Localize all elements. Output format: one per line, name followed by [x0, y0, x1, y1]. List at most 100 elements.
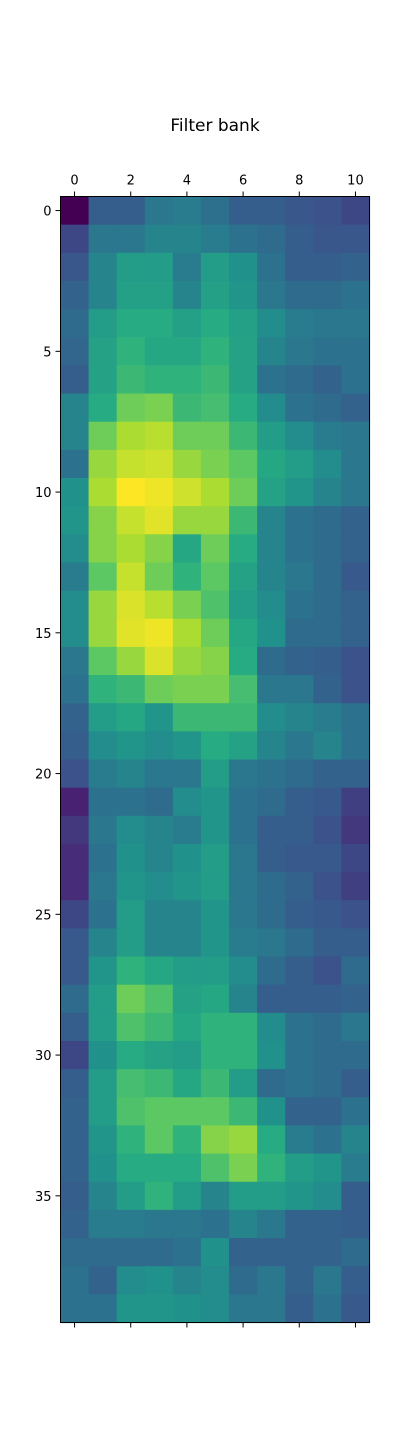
heatmap-cell-r5-c0	[60, 337, 90, 366]
heatmap-cell-r19-c6	[229, 731, 258, 761]
heatmap-cell-r25-c0	[60, 900, 90, 929]
heatmap-cell-r30-c0	[60, 1041, 90, 1070]
heatmap-cell-r11-c6	[229, 506, 258, 535]
heatmap-cell-r2-c1	[88, 252, 118, 282]
heatmap-cell-r30-c5	[200, 1041, 230, 1070]
heatmap-cell-r24-c10	[341, 872, 371, 901]
heatmap-cell-r31-c5	[200, 1069, 230, 1098]
heatmap-cell-r32-c5	[200, 1097, 230, 1127]
heatmap-cell-r24-c8	[285, 872, 314, 901]
heatmap-cell-r27-c7	[257, 956, 286, 986]
heatmap-cell-r2-c6	[229, 252, 258, 282]
heatmap-cell-r15-c7	[257, 618, 286, 648]
heatmap-cell-r8-c4	[172, 421, 202, 451]
heatmap-cell-r24-c1	[88, 872, 118, 901]
heatmap-cell-r4-c5	[200, 309, 230, 338]
heatmap-cell-r0-c6	[229, 196, 258, 226]
heatmap-cell-r2-c4	[172, 252, 202, 282]
heatmap-cell-r18-c9	[313, 703, 343, 732]
heatmap-cell-r3-c8	[285, 280, 314, 310]
heatmap-cell-r8-c2	[116, 421, 146, 451]
heatmap-cell-r24-c3	[144, 872, 174, 901]
heatmap-cell-r36-c0	[60, 1209, 90, 1239]
heatmap-cell-r22-c8	[285, 815, 314, 845]
heatmap-cell-r39-c6	[229, 1294, 258, 1324]
heatmap-cell-r27-c0	[60, 956, 90, 986]
heatmap-cell-r10-c8	[285, 478, 314, 507]
heatmap-cell-r14-c1	[88, 590, 118, 620]
heatmap-cell-r7-c7	[257, 393, 286, 423]
heatmap-cell-r3-c0	[60, 280, 90, 310]
heatmap-cell-r13-c6	[229, 562, 258, 592]
heatmap-cell-r18-c2	[116, 703, 146, 732]
heatmap-cell-r33-c9	[313, 1125, 343, 1155]
heatmap-cell-r0-c0	[60, 196, 90, 226]
heatmap-cell-r32-c3	[144, 1097, 174, 1127]
heatmap-cell-r23-c0	[60, 843, 90, 873]
heatmap-cell-r5-c5	[200, 337, 230, 366]
heatmap-cell-r16-c5	[200, 646, 230, 676]
heatmap-cell-r2-c2	[116, 252, 146, 282]
heatmap-cell-r36-c7	[257, 1209, 286, 1239]
heatmap-cell-r18-c4	[172, 703, 202, 732]
heatmap-cell-r34-c6	[229, 1153, 258, 1183]
heatmap-cell-r14-c9	[313, 590, 343, 620]
heatmap-cell-r10-c6	[229, 478, 258, 507]
heatmap-cell-r13-c7	[257, 562, 286, 592]
heatmap-cell-r17-c3	[144, 675, 174, 704]
heatmap-cell-r8-c10	[341, 421, 371, 451]
heatmap-cell-r15-c0	[60, 618, 90, 648]
heatmap-cell-r3-c1	[88, 280, 118, 310]
heatmap-cell-r16-c10	[341, 646, 371, 676]
heatmap-cell-r37-c1	[88, 1238, 118, 1267]
heatmap-cell-r19-c10	[341, 731, 371, 761]
heatmap-cell-r20-c10	[341, 759, 371, 789]
heatmap-cell-r26-c10	[341, 928, 371, 958]
heatmap-cell-r38-c10	[341, 1266, 371, 1295]
heatmap-cell-r29-c5	[200, 1012, 230, 1042]
heatmap-cell-r34-c10	[341, 1153, 371, 1183]
heatmap-cell-r38-c5	[200, 1266, 230, 1295]
heatmap-cell-r27-c3	[144, 956, 174, 986]
heatmap-cell-r35-c4	[172, 1181, 202, 1211]
heatmap-cell-r29-c4	[172, 1012, 202, 1042]
heatmap-cell-r8-c6	[229, 421, 258, 451]
heatmap-cell-r34-c4	[172, 1153, 202, 1183]
heatmap-cell-r19-c8	[285, 731, 314, 761]
heatmap-cell-r34-c7	[257, 1153, 286, 1183]
heatmap-cell-r26-c2	[116, 928, 146, 958]
heatmap-cell-r0-c8	[285, 196, 314, 226]
heatmap-cell-r25-c9	[313, 900, 343, 929]
heatmap-cell-r13-c0	[60, 562, 90, 592]
heatmap-cell-r17-c9	[313, 675, 343, 704]
heatmap-cell-r14-c2	[116, 590, 146, 620]
heatmap-cell-r19-c0	[60, 731, 90, 761]
heatmap-cell-r5-c8	[285, 337, 314, 366]
heatmap-cell-r33-c10	[341, 1125, 371, 1155]
heatmap-cell-r24-c4	[172, 872, 202, 901]
heatmap-cell-r21-c5	[200, 787, 230, 817]
heatmap-cell-r37-c7	[257, 1238, 286, 1267]
heatmap-cell-r30-c8	[285, 1041, 314, 1070]
heatmap-cell-r8-c8	[285, 421, 314, 451]
heatmap-cell-r24-c2	[116, 872, 146, 901]
heatmap-cell-r20-c9	[313, 759, 343, 789]
heatmap-cell-r19-c3	[144, 731, 174, 761]
heatmap-cell-r6-c10	[341, 365, 371, 395]
heatmap-cell-r22-c1	[88, 815, 118, 845]
heatmap-cell-r31-c10	[341, 1069, 371, 1098]
heatmap-cell-r1-c7	[257, 224, 286, 254]
heatmap-cell-r35-c2	[116, 1181, 146, 1211]
heatmap-cell-r13-c10	[341, 562, 371, 592]
heatmap-cell-r38-c9	[313, 1266, 343, 1295]
heatmap-cell-r15-c6	[229, 618, 258, 648]
heatmap-cell-r20-c4	[172, 759, 202, 789]
x-tick-label-6: 6	[239, 174, 247, 189]
heatmap-cell-r1-c9	[313, 224, 343, 254]
heatmap-cell-r3-c6	[229, 280, 258, 310]
heatmap-cell-r11-c1	[88, 506, 118, 535]
heatmap-cell-r21-c6	[229, 787, 258, 817]
heatmap-cell-r34-c5	[200, 1153, 230, 1183]
heatmap-cell-r5-c4	[172, 337, 202, 366]
heatmap-cell-r38-c8	[285, 1266, 314, 1295]
